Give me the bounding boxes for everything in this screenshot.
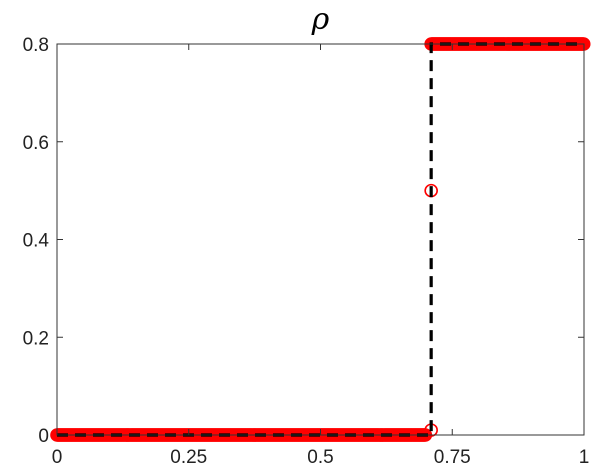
- chart-title: ρ: [311, 2, 330, 37]
- x-tick-label: 1: [579, 447, 590, 468]
- x-tick-label: 0.25: [170, 447, 207, 468]
- y-tick-label: 0: [38, 426, 49, 447]
- y-tick-label: 0.8: [23, 35, 49, 56]
- reference-line: [57, 42, 584, 437]
- x-tick-label: 0.5: [307, 447, 333, 468]
- y-tick-label: 0.4: [23, 231, 50, 252]
- y-tick-label: 0.2: [23, 328, 49, 349]
- reference-line-path: [57, 42, 584, 437]
- x-tick-label: 0: [52, 447, 63, 468]
- series-markers: [50, 37, 591, 442]
- plot-area: [56, 43, 585, 436]
- x-tick-label: 0.75: [434, 447, 471, 468]
- axis-ticks: 0 0.25 0.5 0.75 1 0 0.2 0.4 0.6 0.8: [23, 35, 590, 468]
- y-tick-label: 0.6: [23, 133, 49, 154]
